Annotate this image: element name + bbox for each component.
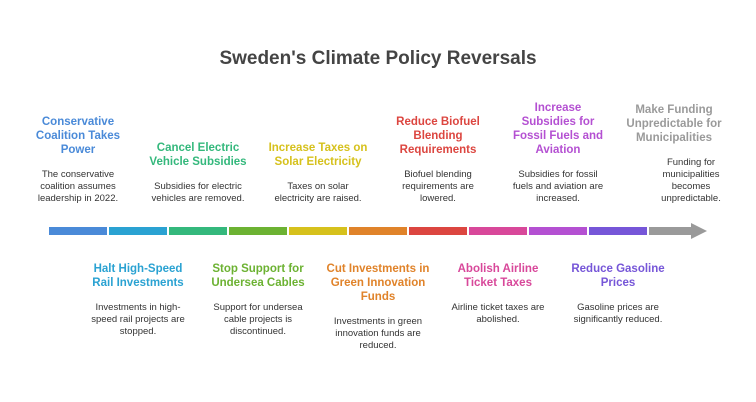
event-description: Taxes on solar electricity are raised. [274, 181, 362, 204]
event-title: Increase Subsidies for Fossil Fuels and … [512, 102, 604, 156]
event-description: Airline ticket taxes are abolished. [451, 302, 545, 325]
title: Sweden's Climate Policy Reversals [219, 48, 537, 69]
event-title: Reduce Biofuel Blending Requirements [396, 116, 480, 156]
event-title: Cancel Electric Vehicle Subsidies [149, 142, 247, 168]
event: Cut Investments in Green Innovation Fund… [326, 262, 430, 352]
event-title: Conservative Coalition Takes Power [35, 116, 121, 156]
event: Halt High-Speed Rail Investments Investme… [86, 262, 190, 338]
timeline-segment [589, 227, 647, 235]
event-description: Subsidies for fossil fuels and aviation … [512, 169, 604, 204]
timeline-segment [229, 227, 287, 235]
timeline-segment [469, 227, 527, 235]
event-title: Increase Taxes on Solar Electricity [268, 142, 368, 168]
event-description: Biofuel blending requirements are lowere… [402, 169, 474, 204]
event: Conservative Coalition Takes Power The co… [26, 115, 130, 205]
event-description: Support for undersea cable projects is d… [213, 302, 303, 337]
timeline-segment [649, 227, 691, 235]
event-title: Cut Investments in Green Innovation Fund… [326, 263, 430, 303]
event: Increase Taxes on Solar Electricity Taxes… [266, 141, 370, 205]
event-description: Investments in green innovation funds ar… [333, 316, 423, 351]
timeline-segment [349, 227, 407, 235]
event-title: Halt High-Speed Rail Investments [92, 263, 184, 289]
timeline-arrow [691, 223, 707, 239]
timeline-segment [49, 227, 107, 235]
event: Stop Support for Undersea Cables Support … [206, 262, 310, 338]
event-description: Funding for municipalities becomes unpre… [661, 157, 721, 204]
event: Cancel Electric Vehicle Subsidies Subsidi… [146, 141, 250, 205]
timeline-segment [109, 227, 167, 235]
event: Reduce Gasoline Prices Gasoline prices ar… [566, 262, 670, 326]
event: Abolish Airline Ticket Taxes Airline tick… [446, 262, 550, 326]
event: Increase Subsidies for Fossil Fuels and … [506, 101, 610, 205]
event-description: Subsidies for electric vehicles are remo… [151, 181, 245, 204]
event-description: Investments in high-speed rail projects … [91, 302, 185, 337]
event-title: Stop Support for Undersea Cables [211, 263, 305, 289]
event-description: The conservative coalition assumes leade… [37, 169, 119, 204]
timeline-segment [529, 227, 587, 235]
timeline-segment [409, 227, 467, 235]
timeline-segment [289, 227, 347, 235]
event: Reduce Biofuel Blending Requirements Biof… [386, 115, 490, 205]
timeline-segment [169, 227, 227, 235]
event-description: Gasoline prices are significantly reduce… [573, 302, 663, 325]
event: Make Funding Unpredictable for Municipal… [622, 103, 726, 205]
event-title: Abolish Airline Ticket Taxes [457, 263, 539, 289]
event-title: Reduce Gasoline Prices [571, 263, 665, 289]
event-title: Make Funding Unpredictable for Municipal… [626, 104, 722, 144]
